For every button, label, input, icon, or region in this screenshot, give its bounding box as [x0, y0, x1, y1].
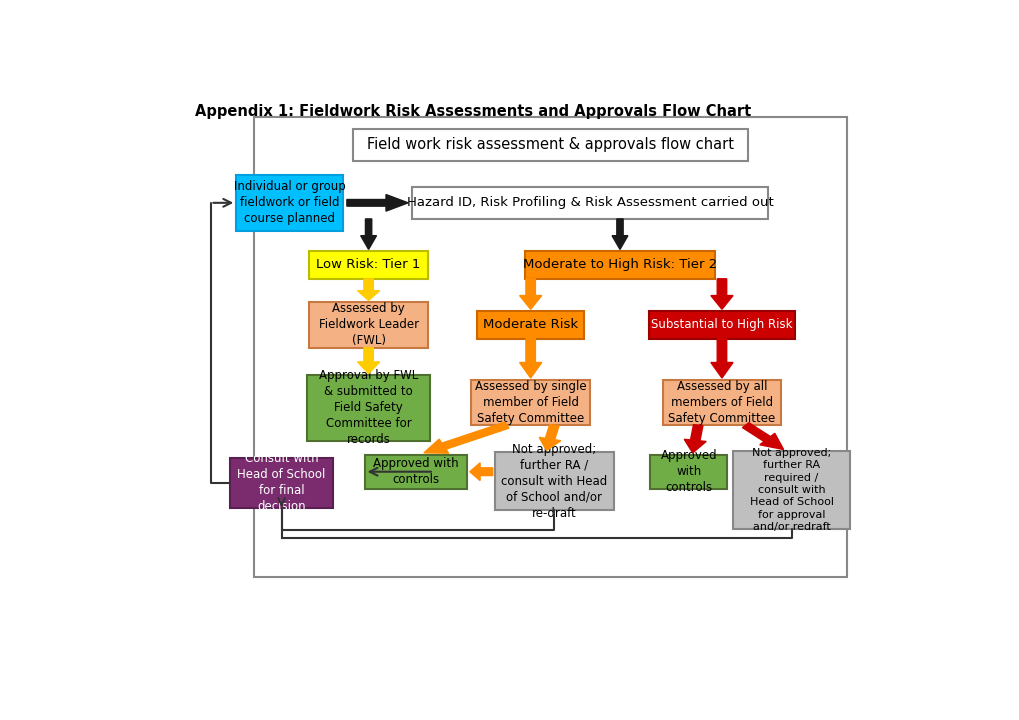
Text: Assessed by single
member of Field
Safety Committee: Assessed by single member of Field Safet…	[475, 380, 586, 425]
Bar	[648, 311, 794, 338]
FancyArrow shape	[611, 219, 628, 249]
Text: Appendix 1: Fieldwork Risk Assessments and Approvals Flow Chart: Appendix 1: Fieldwork Risk Assessments a…	[195, 104, 750, 119]
Bar	[477, 311, 584, 338]
Bar	[236, 175, 342, 230]
Text: Approved
with
controls: Approved with controls	[659, 449, 716, 494]
FancyArrow shape	[710, 279, 733, 310]
Bar	[309, 251, 428, 279]
Text: Assessed by all
members of Field
Safety Committee: Assessed by all members of Field Safety …	[667, 380, 774, 425]
Text: Individual or group
fieldwork or field
course planned: Individual or group fieldwork or field c…	[233, 180, 345, 225]
Text: Approval by FWL
& submitted to
Field Safety
Committee for
records: Approval by FWL & submitted to Field Saf…	[319, 369, 418, 446]
Bar	[309, 302, 428, 348]
Bar	[365, 454, 467, 489]
Bar	[525, 251, 714, 279]
Bar	[254, 117, 846, 577]
Text: Moderate to High Risk: Tier 2: Moderate to High Risk: Tier 2	[523, 258, 716, 271]
FancyArrow shape	[424, 422, 508, 453]
Text: Low Risk: Tier 1: Low Risk: Tier 1	[316, 258, 421, 271]
FancyArrow shape	[684, 425, 705, 453]
FancyArrow shape	[539, 424, 560, 451]
Bar	[494, 452, 613, 510]
FancyArrow shape	[361, 219, 376, 249]
Text: Substantial to High Risk: Substantial to High Risk	[650, 318, 792, 331]
FancyArrow shape	[519, 279, 541, 310]
FancyArrow shape	[346, 194, 408, 211]
Text: Approved with
controls: Approved with controls	[373, 457, 459, 486]
FancyArrow shape	[519, 338, 541, 378]
Bar	[649, 454, 727, 489]
Text: Consult with
Head of School
for final
decision: Consult with Head of School for final de…	[237, 452, 325, 513]
Text: Field work risk assessment & approvals flow chart: Field work risk assessment & approvals f…	[367, 137, 734, 152]
Text: Not approved;
further RA /
consult with Head
of School and/or
re-draft: Not approved; further RA / consult with …	[500, 443, 607, 520]
FancyArrow shape	[470, 463, 492, 480]
Bar	[307, 375, 429, 441]
FancyArrow shape	[358, 348, 379, 374]
FancyArrow shape	[710, 338, 733, 378]
Bar	[662, 379, 781, 425]
Text: Not approved;
further RA
required /
consult with
Head of School
for approval
and: Not approved; further RA required / cons…	[749, 448, 833, 532]
Text: Assessed by
Fieldwork Leader
(FWL): Assessed by Fieldwork Leader (FWL)	[318, 302, 418, 347]
Bar	[733, 451, 849, 528]
Bar	[353, 129, 747, 161]
FancyArrow shape	[742, 423, 783, 449]
Bar	[471, 379, 589, 425]
Text: Moderate Risk: Moderate Risk	[483, 318, 578, 331]
FancyArrow shape	[358, 279, 379, 300]
Text: Hazard ID, Risk Profiling & Risk Assessment carried out: Hazard ID, Risk Profiling & Risk Assessm…	[407, 197, 772, 210]
Bar	[230, 458, 333, 508]
Bar	[412, 186, 767, 219]
